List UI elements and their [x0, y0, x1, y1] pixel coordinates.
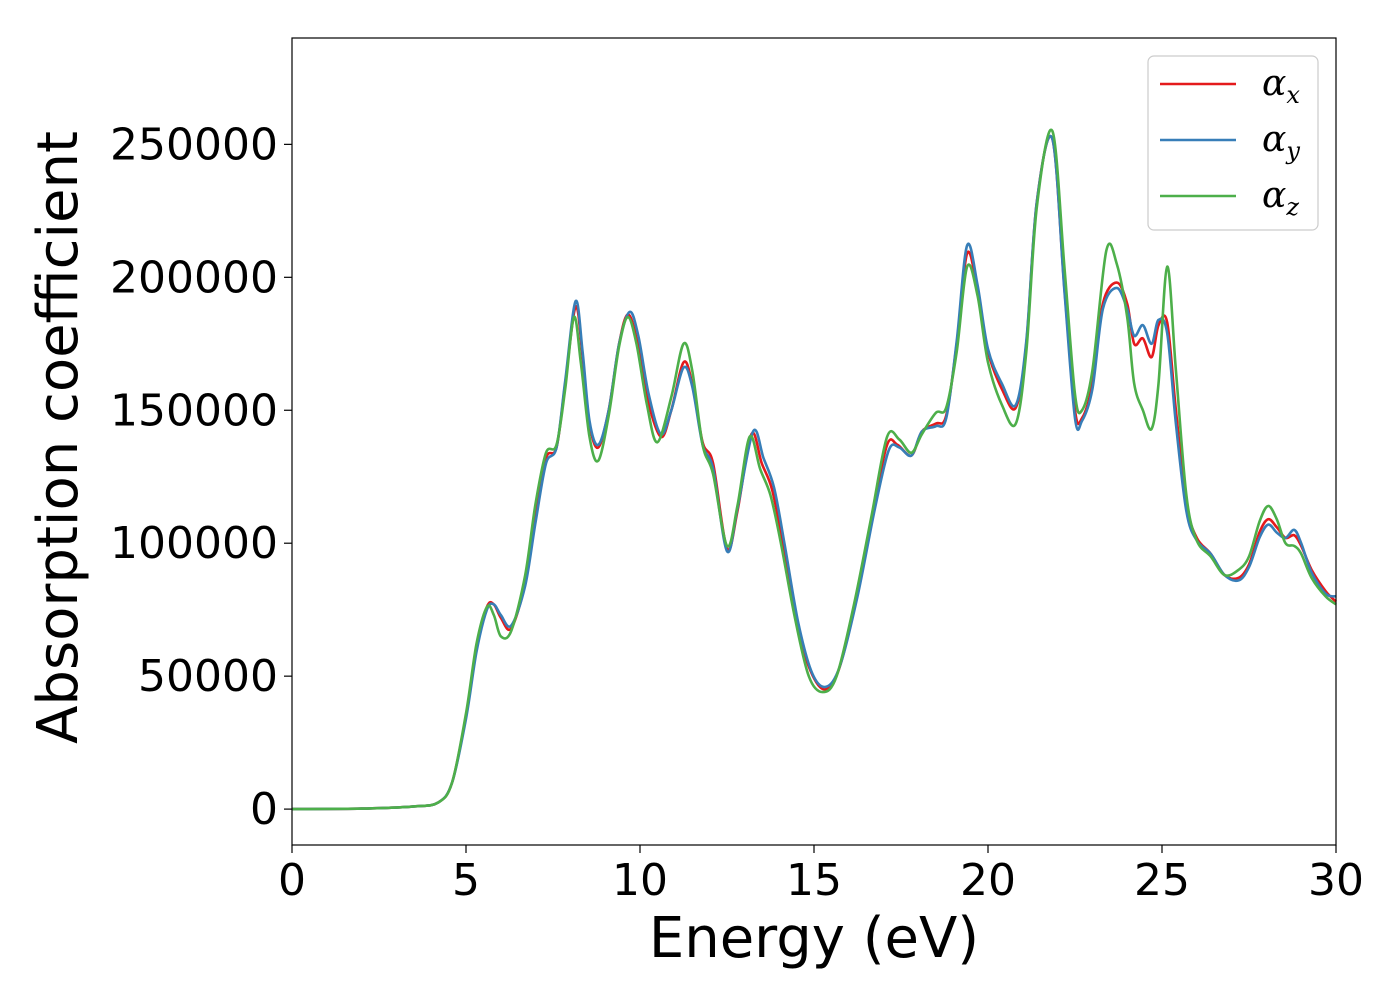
- legend-box: [1147, 55, 1319, 231]
- y-axis-ticks: 0 50000 100000 150000 200000 250000: [110, 119, 292, 835]
- legend: αx αy αz: [1147, 55, 1319, 231]
- y-tick-label: 50000: [138, 651, 278, 702]
- series-lines: [291, 128, 1337, 811]
- x-tick-label: 20: [960, 855, 1016, 906]
- x-tick-label: 15: [786, 855, 842, 906]
- legend-label-y: αy: [1262, 119, 1300, 165]
- y-tick-label: 150000: [110, 385, 278, 436]
- x-tick-label: 0: [278, 855, 306, 906]
- legend-label-x: αx: [1262, 63, 1300, 109]
- x-axis-ticks: 0 5 10 15 20 25 30: [278, 845, 1364, 906]
- y-tick-label: 250000: [110, 119, 278, 170]
- y-axis-title: Absorption coefficient: [26, 131, 91, 744]
- y-tick-label: 200000: [110, 252, 278, 303]
- y-tick-label: 100000: [110, 518, 278, 569]
- legend-label-z: αz: [1262, 175, 1299, 221]
- x-tick-label: 30: [1308, 855, 1364, 906]
- x-axis-title: Energy (eV): [649, 906, 979, 971]
- series-line-z: [291, 128, 1337, 811]
- x-tick-label: 25: [1134, 855, 1190, 906]
- x-tick-label: 5: [452, 855, 480, 906]
- plot-frame: [291, 37, 1337, 846]
- x-tick-label: 10: [612, 855, 668, 906]
- y-tick-label: 0: [250, 784, 278, 835]
